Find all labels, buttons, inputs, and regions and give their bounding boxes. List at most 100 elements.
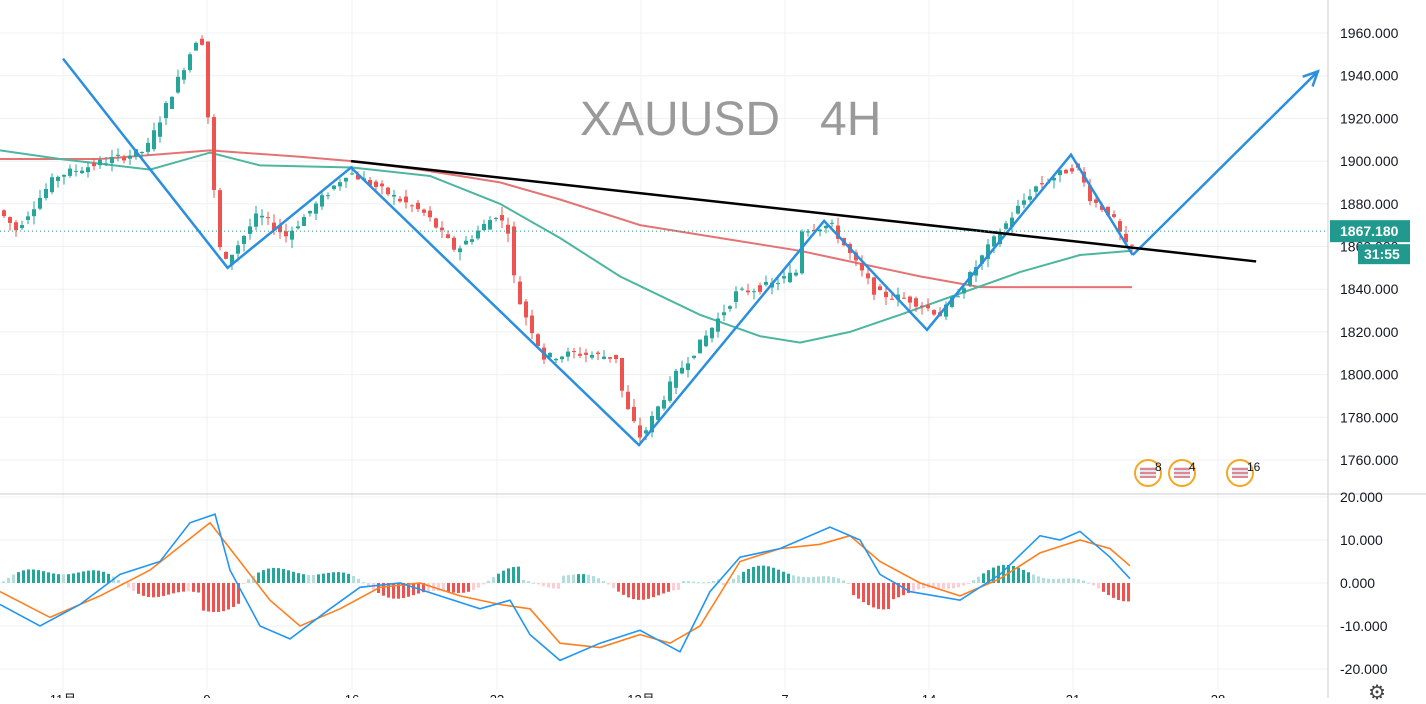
candle-body: [206, 41, 210, 118]
macd-histogram-bar: [487, 580, 490, 583]
macd-histogram-bar: [57, 574, 60, 583]
candle: [464, 236, 468, 245]
macd-histogram-bar: [117, 580, 120, 583]
macd-histogram-bar: [317, 574, 320, 583]
candle: [422, 208, 426, 217]
candle-body: [914, 298, 918, 307]
price-tick-label: 1960.000: [1340, 25, 1399, 41]
macd-histogram-bar: [357, 578, 360, 583]
candle: [662, 395, 666, 411]
candle: [518, 276, 522, 305]
macd-histogram-bar: [897, 583, 900, 598]
candle-body: [698, 339, 702, 354]
macd-histogram-bar: [27, 569, 30, 583]
macd-histogram-bar: [737, 575, 740, 583]
macd-histogram-bar: [327, 572, 330, 583]
macd-histogram-bar: [887, 583, 890, 610]
candle-body: [554, 358, 558, 361]
candle: [920, 301, 924, 315]
macd-histogram-bar: [242, 583, 245, 584]
candle: [836, 217, 840, 244]
candle: [896, 287, 900, 307]
macd-histogram-bar: [992, 567, 995, 583]
candle: [830, 219, 834, 228]
candle-body: [494, 217, 498, 219]
candle-body: [986, 244, 990, 259]
candle-body: [746, 290, 750, 293]
macd-histogram-bar: [1122, 583, 1125, 602]
macd-histogram-bar: [237, 583, 240, 604]
candle-body: [482, 223, 486, 231]
candle-body: [140, 151, 144, 153]
candle-body: [692, 355, 696, 358]
macd-histogram-bar: [727, 582, 730, 584]
macd-histogram-bar: [542, 583, 545, 587]
macd-histogram-bar: [197, 583, 200, 593]
macd-histogram-bar: [777, 569, 780, 583]
candle-body: [242, 235, 246, 244]
macd-histogram-bar: [337, 572, 340, 583]
candle: [50, 173, 54, 195]
candle-body: [284, 231, 288, 237]
candle-body: [812, 229, 816, 232]
time-tick-label: 11月: [50, 692, 77, 698]
candle: [530, 309, 534, 340]
candle: [734, 286, 738, 309]
candle: [1040, 176, 1044, 188]
macd-histogram-bar: [767, 566, 770, 583]
candle-body: [488, 220, 492, 230]
candle-body: [632, 406, 636, 422]
candle-body: [1088, 185, 1092, 202]
candle: [248, 218, 252, 240]
macd-histogram-bar: [517, 566, 520, 583]
macd-histogram-bar: [1047, 578, 1050, 583]
candle: [296, 220, 300, 230]
macd-histogram-bar: [802, 577, 805, 583]
candle: [566, 347, 570, 362]
candle: [80, 166, 84, 174]
candle: [1016, 199, 1020, 215]
macd-histogram-bar: [537, 583, 540, 585]
candle: [884, 286, 888, 306]
candlestick-series: [2, 35, 1134, 444]
price-tick-label: 1800.000: [1340, 367, 1399, 383]
candle: [302, 214, 306, 227]
macd-histogram-bar: [1072, 578, 1075, 583]
macd-histogram-bar: [892, 583, 895, 600]
candle: [2, 209, 6, 219]
macd-histogram-bar: [52, 573, 55, 583]
macd-histogram-bar: [1082, 580, 1085, 583]
macd-histogram-bar: [147, 583, 150, 598]
candle-body: [872, 277, 876, 295]
macd-histogram-bar: [1057, 578, 1060, 583]
macd-histogram-bar: [612, 583, 615, 589]
candle-body: [74, 170, 78, 172]
candle: [596, 350, 600, 361]
macd-histogram-bar: [512, 567, 515, 583]
candle-body: [44, 188, 48, 199]
candle-body: [1130, 244, 1134, 246]
price-tick-label: 1880.000: [1340, 196, 1399, 212]
candle: [434, 217, 438, 229]
candle: [710, 327, 714, 343]
candle: [98, 156, 102, 169]
macd-histogram-bar: [472, 583, 475, 591]
settings-gear-icon[interactable]: ⚙: [1368, 680, 1386, 704]
candle-body: [422, 209, 426, 213]
candle-body: [404, 196, 408, 203]
candle-body: [776, 283, 780, 285]
candle: [344, 177, 348, 188]
candle-body: [734, 291, 738, 302]
macd-histogram-bar: [232, 583, 235, 607]
candle: [806, 229, 810, 237]
macd-histogram-bar: [857, 583, 860, 599]
macd-histogram-bar: [522, 579, 525, 583]
countdown-tag: [1358, 244, 1410, 265]
candle: [800, 229, 804, 275]
candle-body: [1004, 223, 1008, 229]
macd-histogram-bar: [532, 582, 535, 584]
last-price-value: 1867.180: [1340, 223, 1399, 239]
candle-body: [1100, 205, 1104, 210]
